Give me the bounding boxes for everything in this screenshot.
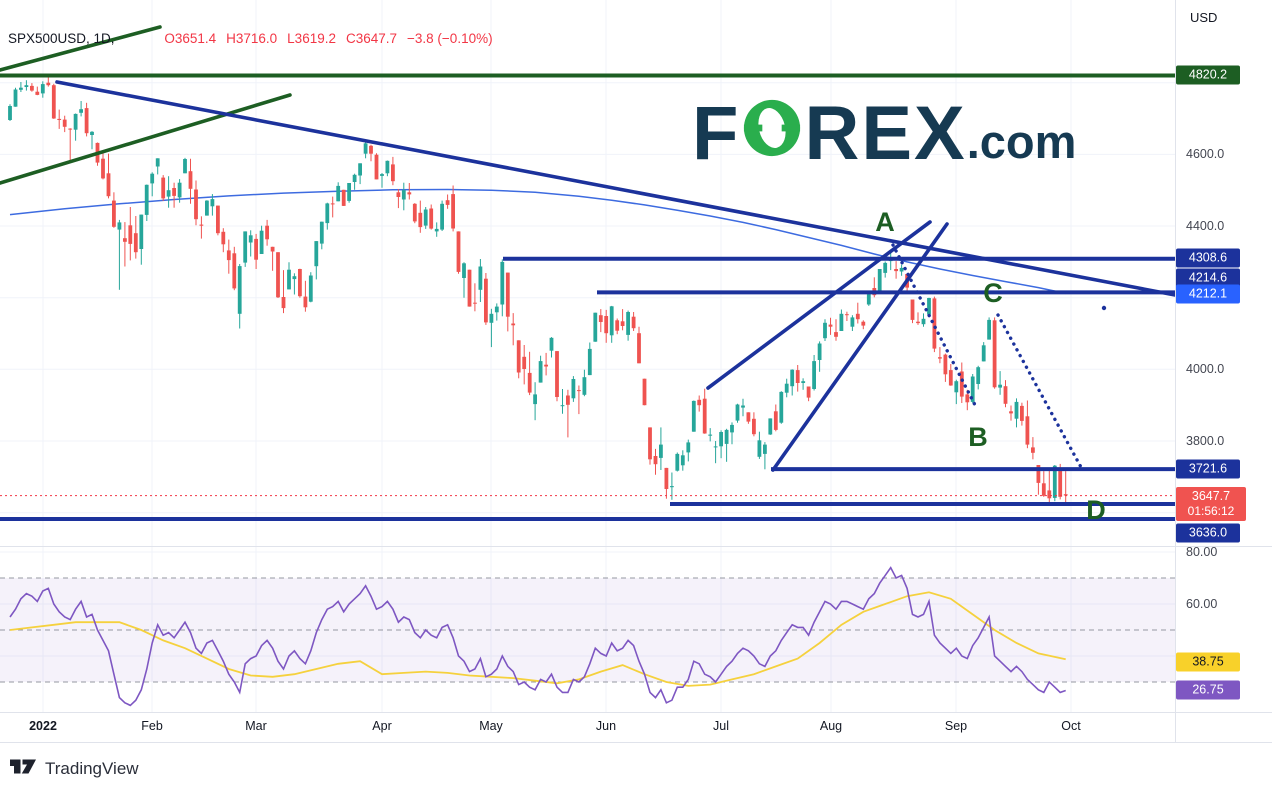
symbol-title[interactable]: SPX500USD, 1D, (8, 31, 115, 46)
watermark-letters-rex: REX (804, 91, 967, 176)
tradingview-glyph-icon (10, 757, 37, 781)
price-badge: 4308.6 (1176, 248, 1240, 268)
svg-text:D: D (1086, 495, 1106, 525)
watermark-dot-com: .com (966, 115, 1077, 168)
time-axis-label: Jul (713, 719, 729, 733)
price-badge: 4212.1 (1176, 284, 1240, 304)
tradingview-logo-text: TradingView (45, 759, 139, 778)
forex-coin-icon (742, 98, 802, 162)
time-axis-label: Apr (372, 719, 392, 733)
time-axis-label: 2022 (29, 719, 57, 733)
price-badge: 38.75 (1176, 652, 1240, 672)
watermark-letter-f: F (692, 91, 741, 176)
ohlc-item: L3619.2 (287, 31, 336, 46)
axis-tick-label: 4600.0 (1186, 147, 1225, 161)
svg-text:C: C (983, 278, 1003, 308)
price-badge: 3647.7 01:56:12 (1176, 487, 1246, 521)
symbol-legend: SPX500USD, 1D, O3651.4 H3716.0 L3619.2 C364… (8, 31, 503, 46)
time-axis-label: Oct (1061, 719, 1081, 733)
axis-tick-label: 4400.0 (1186, 219, 1225, 233)
forex-watermark: F REX .com (692, 96, 1076, 172)
ohlc-values: O3651.4 H3716.0 L3619.2 C3647.7 −3.8 (−0.10%… (164, 31, 502, 46)
price-badge: 3636.0 (1176, 523, 1240, 543)
price-badge: 4214.6 (1176, 268, 1240, 288)
price-badge: 4820.2 (1176, 65, 1240, 85)
ohlc-item: H3716.0 (226, 31, 278, 46)
time-axis-label: Jun (595, 719, 617, 733)
axis-tick-label: 60.00 (1186, 597, 1218, 611)
price-badge: 3721.6 (1176, 459, 1240, 479)
ohlc-item: C3647.7 (345, 31, 398, 46)
time-axis-label: Feb (141, 719, 163, 733)
axis-tick-label: 80.00 (1186, 545, 1218, 559)
ohlc-item: O3651.4 (164, 31, 217, 46)
time-axis-label: Aug (819, 719, 843, 733)
price-axis-currency[interactable]: USD (1190, 10, 1218, 25)
time-axis-label: May (479, 719, 503, 733)
ohlc-item: −3.8 (−0.10%) (407, 31, 493, 46)
price-badge: 26.75 (1176, 680, 1240, 700)
axis-tick-label: 3800.0 (1186, 434, 1225, 448)
svg-text:A: A (875, 207, 895, 237)
time-axis-label: Sep (944, 719, 968, 733)
axis-tick-label: 4000.0 (1186, 362, 1225, 376)
svg-text:B: B (968, 422, 988, 452)
tradingview-logo[interactable]: TradingView (10, 757, 139, 781)
time-axis-label: Mar (245, 719, 267, 733)
